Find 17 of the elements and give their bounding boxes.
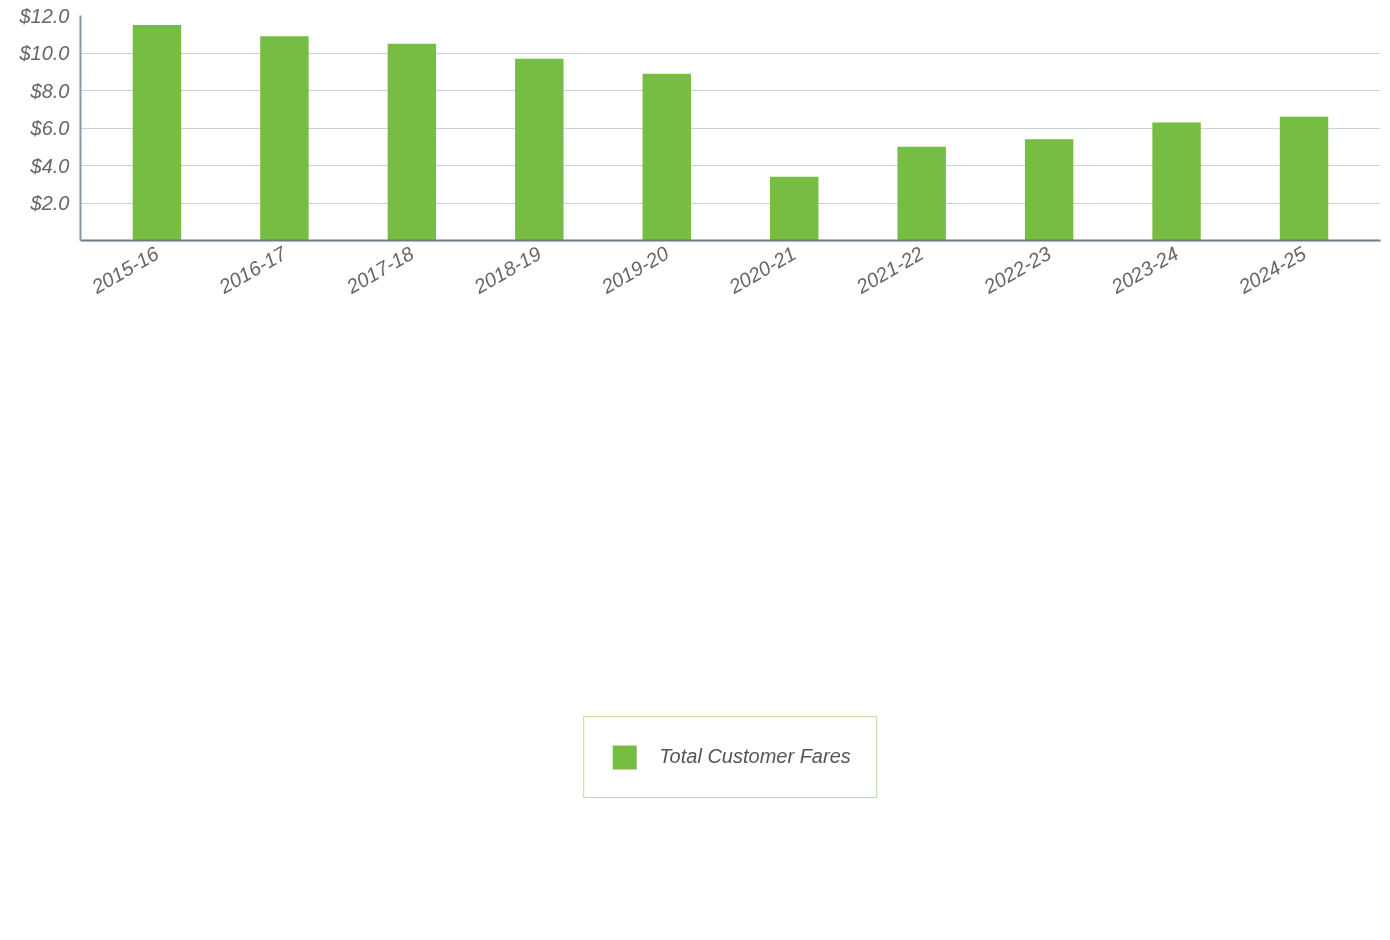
y-tick-label: $4.0 [29,154,70,177]
bar [1152,122,1201,241]
y-tick-label: $10.0 [18,42,70,64]
y-tick-label: $12.0 [18,4,70,27]
y-tick-label: $8.0 [29,79,70,102]
legend-label: Total Customer Fares [659,745,851,768]
bar [770,176,819,241]
bar [132,24,182,241]
bar [387,43,437,241]
bar [515,58,564,241]
bar [1024,139,1074,241]
y-tick-label: $2.0 [29,192,70,214]
bar [260,36,309,241]
bar [897,146,946,241]
bar [642,73,691,241]
y-tick-label: $6.0 [29,117,70,139]
bar [1279,116,1329,241]
